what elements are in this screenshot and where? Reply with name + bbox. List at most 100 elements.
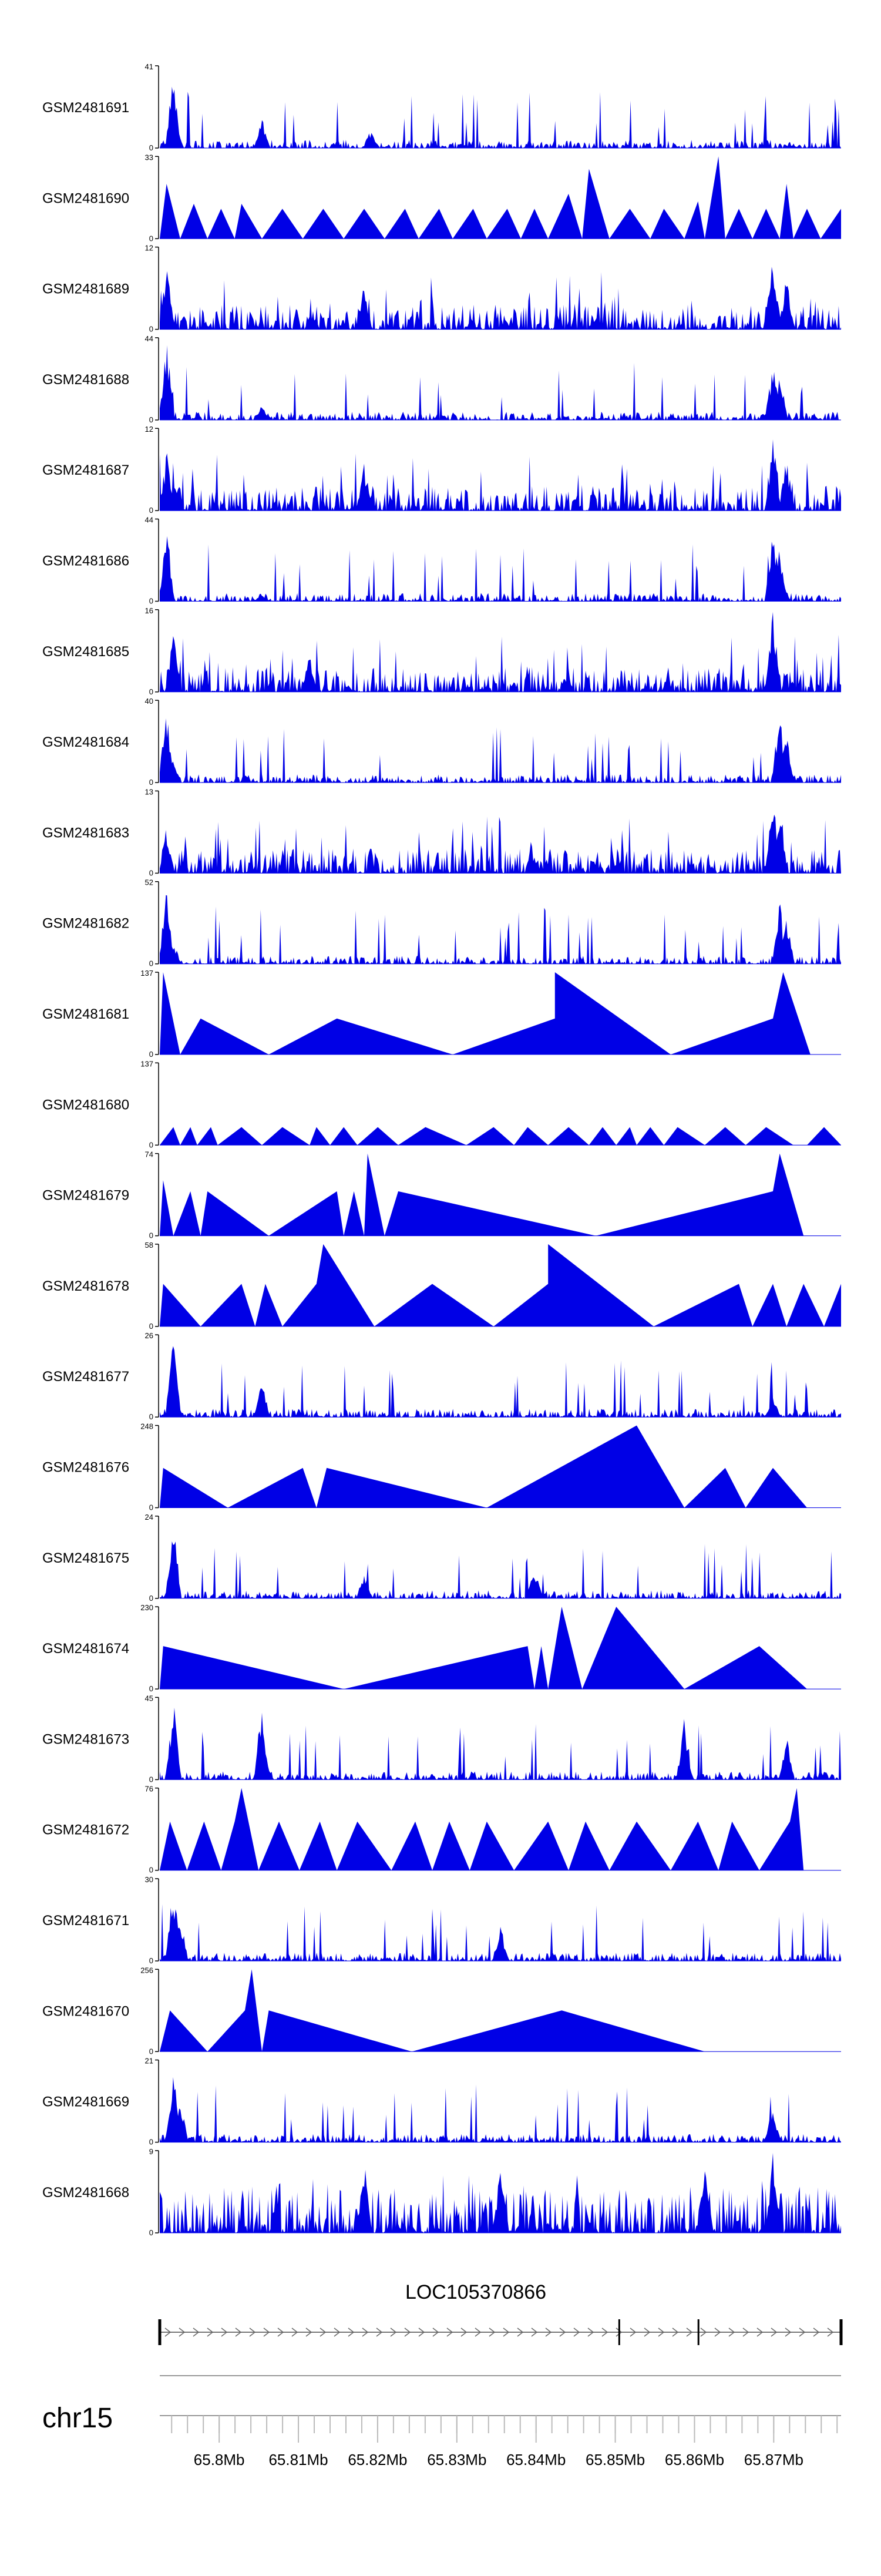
strand-chevron xyxy=(771,2328,778,2337)
y-zero-label: 0 xyxy=(149,2047,153,2056)
track: GSM2481678 58 0 xyxy=(42,1241,841,1331)
signal-area xyxy=(160,345,841,420)
signal-area xyxy=(160,156,841,239)
track-label: GSM2481684 xyxy=(42,734,129,750)
y-max-label: 12 xyxy=(145,244,153,253)
strand-chevron xyxy=(503,2328,510,2337)
track: GSM2481681 137 0 xyxy=(42,969,841,1059)
strand-chevron xyxy=(630,2328,637,2337)
strand-chevron xyxy=(813,2328,820,2337)
track: GSM2481676 248 0 xyxy=(42,1422,841,1512)
y-max-label: 26 xyxy=(145,1331,153,1340)
axis-tick-label: 65.81Mb xyxy=(268,2451,328,2468)
strand-chevron xyxy=(404,2328,411,2337)
track-label: GSM2481678 xyxy=(42,1278,129,1294)
signal-area xyxy=(160,1607,807,1690)
strand-chevron xyxy=(545,2328,552,2337)
strand-chevron xyxy=(559,2328,566,2337)
strand-chevron xyxy=(348,2328,355,2337)
y-max-label: 137 xyxy=(140,1059,153,1068)
strand-chevron xyxy=(362,2328,369,2337)
track: GSM2481668 9 0 xyxy=(42,2147,841,2237)
track: GSM2481684 40 0 xyxy=(42,697,841,787)
track: GSM2481691 41 0 xyxy=(42,62,841,152)
track: GSM2481677 26 0 xyxy=(42,1331,841,1421)
gene-exon xyxy=(618,2319,620,2345)
y-zero-label: 0 xyxy=(149,1775,153,1784)
track-label: GSM2481677 xyxy=(42,1369,129,1385)
y-max-label: 76 xyxy=(145,1785,153,1794)
track: GSM2481685 16 0 xyxy=(42,606,841,696)
y-max-label: 21 xyxy=(145,2057,153,2065)
signal-area xyxy=(160,439,841,511)
axis-tick-label: 65.85Mb xyxy=(586,2451,645,2468)
y-zero-label: 0 xyxy=(149,143,153,152)
strand-chevron xyxy=(672,2328,679,2337)
chromosome-label: chr15 xyxy=(42,2403,113,2434)
strand-chevron xyxy=(728,2328,735,2337)
y-max-label: 44 xyxy=(145,334,153,343)
track: GSM2481690 33 0 xyxy=(42,153,841,243)
track-label: GSM2481687 xyxy=(42,462,129,478)
strand-chevron xyxy=(785,2328,792,2337)
y-zero-label: 0 xyxy=(149,1050,153,1059)
axis-tick-label: 65.86Mb xyxy=(665,2451,724,2468)
signal-area xyxy=(160,1425,807,1508)
track-label: GSM2481672 xyxy=(42,1822,129,1838)
signal-area xyxy=(160,1127,841,1146)
y-zero-label: 0 xyxy=(149,778,153,787)
y-max-label: 45 xyxy=(145,1694,153,1702)
strand-chevron xyxy=(446,2328,453,2337)
strand-chevron xyxy=(658,2328,665,2337)
y-max-label: 137 xyxy=(140,969,153,978)
y-max-label: 58 xyxy=(145,1241,153,1250)
track: GSM2481675 24 0 xyxy=(42,1513,841,1603)
y-max-label: 24 xyxy=(145,1513,153,1522)
y-zero-label: 0 xyxy=(149,2138,153,2147)
gene-exon xyxy=(839,2319,843,2345)
y-zero-label: 0 xyxy=(149,1503,153,1512)
track: GSM2481679 74 0 xyxy=(42,1150,841,1240)
track: GSM2481669 21 0 xyxy=(42,2057,841,2147)
strand-chevron xyxy=(489,2328,496,2337)
y-zero-label: 0 xyxy=(149,1140,153,1149)
y-zero-label: 0 xyxy=(149,959,153,968)
track: GSM2481680 137 0 xyxy=(42,1059,841,1149)
strand-chevron xyxy=(742,2328,749,2337)
signal-area xyxy=(160,267,841,330)
y-max-label: 44 xyxy=(145,516,153,525)
track: GSM2481687 12 0 xyxy=(42,425,841,515)
track-label: GSM2481673 xyxy=(42,1731,129,1747)
track: GSM2481672 76 0 xyxy=(42,1785,841,1875)
y-zero-label: 0 xyxy=(149,687,153,696)
strand-chevron xyxy=(320,2328,327,2337)
y-zero-label: 0 xyxy=(149,1322,153,1331)
genome-axis: chr15 65.8Mb 65.81Mb 65.82Mb 65.83Mb 65.84Mb… xyxy=(42,2375,841,2468)
strand-chevron xyxy=(827,2328,834,2337)
axis-tick-label: 65.82Mb xyxy=(348,2451,407,2468)
strand-chevron xyxy=(644,2328,651,2337)
strand-chevron xyxy=(714,2328,721,2337)
track-label: GSM2481688 xyxy=(42,372,129,388)
axis-tick-label: 65.84Mb xyxy=(506,2451,566,2468)
y-zero-label: 0 xyxy=(149,1866,153,1875)
y-max-label: 12 xyxy=(145,425,153,434)
y-zero-label: 0 xyxy=(149,415,153,424)
track-label: GSM2481689 xyxy=(42,281,129,297)
axis-tick-label: 65.83Mb xyxy=(427,2451,486,2468)
strand-chevron xyxy=(517,2328,524,2337)
y-max-label: 13 xyxy=(145,787,153,796)
strand-chevron xyxy=(601,2328,608,2337)
strand-chevron xyxy=(235,2328,242,2337)
strand-chevron xyxy=(221,2328,228,2337)
track-label: GSM2481683 xyxy=(42,825,129,841)
y-max-label: 41 xyxy=(145,62,153,71)
y-max-label: 74 xyxy=(145,1150,153,1159)
signal-area xyxy=(160,1707,841,1780)
strand-chevron xyxy=(700,2328,707,2337)
signal-area xyxy=(160,612,841,692)
gene-exon xyxy=(697,2319,700,2345)
y-zero-label: 0 xyxy=(149,2228,153,2237)
track-label: GSM2481674 xyxy=(42,1641,129,1657)
